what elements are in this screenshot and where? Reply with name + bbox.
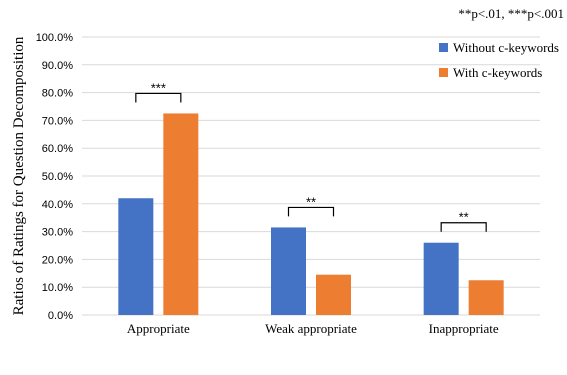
x-category-labels: Appropriate Weak appropriate Inappropriate [127, 321, 499, 336]
bars [118, 113, 504, 315]
bar-with-c-keywords [163, 113, 199, 315]
bar-with-c-keywords [468, 280, 504, 315]
y-tick-label: 50.0% [42, 171, 73, 183]
legend-label: Without c-keywords [453, 40, 559, 55]
gridlines [82, 36, 540, 316]
significance-bracket [135, 92, 182, 103]
y-tick-label: 30.0% [42, 227, 73, 239]
y-tick-label: 10.0% [42, 282, 73, 294]
legend-swatch [439, 68, 448, 77]
bar-with-c-keywords [316, 274, 351, 315]
significance-brackets: ******* [135, 80, 487, 232]
bar-without-c-keywords [118, 198, 154, 315]
significance-stars: ** [459, 210, 469, 225]
x-category-label: Weak appropriate [265, 321, 357, 336]
significance-stars: *** [151, 80, 166, 95]
significance-bracket [440, 222, 487, 232]
y-tick-label: 20.0% [42, 254, 73, 266]
y-tick-labels: 0.0% 10.0% 20.0% 30.0% 40.0% 50.0% 60.0% 70.0% 8… [36, 32, 74, 322]
bar-without-c-keywords [271, 227, 306, 315]
y-tick-label: 0.0% [48, 310, 73, 322]
significance-bracket [287, 206, 335, 217]
legend-swatch [439, 43, 448, 52]
y-tick-label: 70.0% [42, 115, 73, 127]
y-tick-label: 90.0% [42, 60, 73, 72]
legend: Without c-keywords With c-keywords [439, 40, 559, 80]
bar-without-c-keywords [423, 242, 459, 315]
x-category-label: Inappropriate [429, 321, 499, 336]
y-tick-label: 100.0% [36, 32, 74, 44]
significance-stars: ** [306, 194, 316, 209]
y-tick-label: 80.0% [42, 88, 73, 100]
significance-note: **p<.01, ***p<.001 [458, 6, 564, 21]
y-tick-label: 60.0% [42, 143, 73, 155]
legend-label: With c-keywords [453, 65, 542, 80]
x-category-label: Appropriate [127, 321, 190, 336]
y-axis-label: Ratios of Ratings for Question Decomposi… [11, 36, 27, 315]
y-tick-label: 40.0% [42, 199, 73, 211]
